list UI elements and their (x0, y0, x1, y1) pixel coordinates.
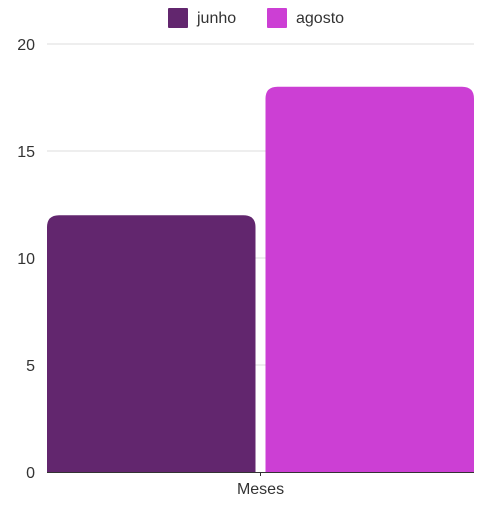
legend: junho agosto (168, 8, 344, 28)
y-tick-label: 10 (17, 251, 35, 268)
x-tick-label: Meses (237, 481, 284, 498)
legend-swatch (168, 8, 188, 28)
legend-item-junho[interactable]: junho (168, 8, 236, 28)
bar-agosto[interactable] (265, 86, 475, 473)
y-tick-label: 5 (26, 358, 35, 375)
legend-label: agosto (296, 10, 344, 27)
legend-swatch (267, 8, 287, 28)
bar-junho[interactable] (47, 215, 256, 472)
x-axis: Meses (47, 472, 474, 498)
y-tick-label: 0 (26, 465, 35, 482)
legend-item-agosto[interactable]: agosto (267, 8, 344, 28)
y-tick-label: 20 (17, 37, 35, 54)
legend-label: junho (196, 10, 236, 27)
y-tick-label: 15 (17, 144, 35, 161)
bars (47, 86, 475, 473)
y-axis-tick-labels: 0 5 10 15 20 (17, 37, 35, 482)
